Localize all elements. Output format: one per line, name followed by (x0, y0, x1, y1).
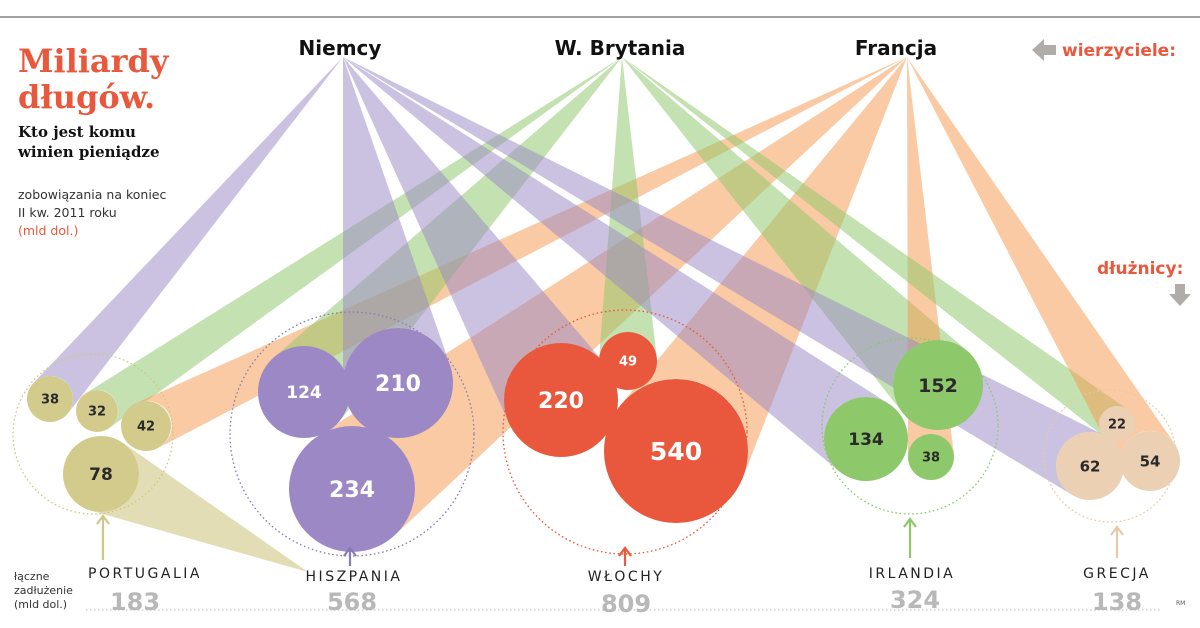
debtor-total-hiszpania: 568 (327, 588, 377, 616)
bubble-value-irlandia-wielka_brytania: 152 (918, 375, 958, 397)
title-line-2: długów. (18, 78, 155, 116)
credit: RM (1176, 600, 1185, 607)
beam-francja-to-grecja (907, 57, 1175, 475)
bubble-value-portugalia-francja: 42 (137, 420, 155, 435)
group-outline-irlandia (821, 337, 999, 515)
bubble-hiszpania-from-francja (289, 426, 415, 552)
note-line-1: zobowiązania na koniec (18, 187, 166, 202)
debtor-name-grecja: GRECJA (1083, 566, 1151, 582)
total-label-line-2: zadłużenie (14, 584, 73, 597)
beam-hiszpania-to-portugalia (90, 442, 308, 572)
bubble-grecja-from-niemcy (1056, 432, 1124, 500)
bubble-irlandia-from-francja (908, 434, 954, 480)
bubble-value-hiszpania-wielka_brytania: 124 (286, 383, 322, 403)
bubble-grecja-from-wielka_brytania (1099, 406, 1135, 442)
bubble-grecja-from-francja (1120, 431, 1180, 491)
beam-niemcy-to-irlandia (343, 57, 889, 472)
bubble-value-portugalia-hiszpania: 78 (89, 465, 113, 485)
creditor-wielka-brytania: W. Brytania (555, 36, 686, 60)
beam-wielka_brytania-to-grecja (622, 57, 1128, 439)
debtor-name-irlandia: IRLANDIA (869, 566, 956, 582)
beam-niemcy-to-hiszpania (342, 57, 450, 383)
bubble-value-portugalia-wielka_brytania: 32 (88, 405, 106, 420)
debtor-total-portugalia: 183 (110, 588, 160, 616)
beam-niemcy-to-portugalia (33, 57, 344, 414)
up-arrow-icon-hiszpania (343, 546, 357, 566)
subtitle-line-1: Kto jest komu (18, 123, 136, 141)
debtor-labels: PORTUGALIA HISZPANIA WŁOCHY IRLANDIA GRE… (14, 566, 1185, 618)
debtor-name-hiszpania: HISZPANIA (306, 569, 403, 585)
bubble-value-wlochy-francja: 540 (650, 437, 702, 466)
beam-wielka_brytania-to-irlandia (622, 57, 968, 413)
bubble-value-grecja-wielka_brytania: 22 (1108, 418, 1126, 433)
debtor-arrows (96, 514, 1124, 566)
bubble-irlandia-from-niemcy (824, 397, 908, 481)
up-arrow-icon-wlochy (618, 546, 632, 566)
bubble-value-wlochy-niemcy: 220 (538, 389, 584, 414)
bubble-portugalia-from-niemcy (27, 376, 73, 422)
bubble-value-hiszpania-niemcy: 210 (375, 372, 421, 397)
note-unit: (mld dol.) (18, 223, 78, 238)
bubble-hiszpania-from-wielka_brytania (258, 346, 350, 438)
bubble-value-irlandia-francja: 38 (922, 451, 940, 466)
debtor-total-irlandia: 324 (890, 586, 940, 614)
group-outline-hiszpania (229, 311, 475, 557)
debtor-total-wlochy: 809 (601, 590, 651, 618)
title-line-1: Miliardy (18, 42, 170, 80)
note-line-2: II kw. 2011 roku (18, 205, 117, 220)
total-label-line-1: łączne (14, 570, 50, 583)
bubble-wlochy-from-niemcy (504, 343, 618, 457)
debtor-name-wlochy: WŁOCHY (588, 569, 665, 585)
bubble-portugalia-from-wielka_brytania (76, 390, 118, 432)
beam-niemcy-to-wlochy (343, 57, 605, 424)
up-arrow-icon-portugalia (96, 514, 110, 560)
flow-beams (33, 57, 1175, 572)
bubble-value-wlochy-wielka_brytania: 49 (619, 355, 637, 370)
creditor-francja: Francja (855, 36, 937, 60)
left-arrow-icon (1032, 39, 1056, 61)
debtor-name-portugalia: PORTUGALIA (88, 566, 202, 582)
debt-bubbles: 38 32 42 78 124 210 234 220 49 540 134 152 38 22 62 54 (27, 328, 1180, 552)
up-arrow-icon-irlandia (903, 517, 917, 558)
bubble-value-irlandia-niemcy: 134 (848, 430, 884, 450)
bubble-value-grecja-niemcy: 62 (1080, 457, 1101, 475)
bubble-portugalia-from-francja (121, 401, 171, 451)
up-arrow-icon-grecja (1110, 525, 1124, 558)
bubble-value-grecja-francja: 54 (1140, 452, 1161, 470)
bubble-value-hiszpania-francja: 234 (329, 478, 375, 503)
group-outline-wlochy (502, 309, 748, 555)
group-outline-portugalia (12, 353, 174, 515)
bubble-hiszpania-from-niemcy (343, 328, 453, 438)
bubble-irlandia-from-wielka_brytania (893, 340, 983, 430)
debtor-total-grecja: 138 (1092, 588, 1142, 616)
bubble-portugalia-from-hiszpania (63, 436, 139, 512)
total-label-line-3: (mld dol.) (14, 598, 67, 611)
down-arrow-icon (1169, 284, 1191, 306)
bubble-wlochy-from-francja (604, 379, 748, 523)
creditors-label: wierzyciele: (1062, 41, 1176, 61)
debtors-label: dłużnicy: (1097, 259, 1183, 279)
bubble-wlochy-from-wielka_brytania (599, 332, 657, 390)
creditor-niemcy: Niemcy (299, 36, 382, 60)
bubble-value-portugalia-niemcy: 38 (41, 393, 59, 408)
subtitle-line-2: winien pieniądze (17, 143, 160, 161)
